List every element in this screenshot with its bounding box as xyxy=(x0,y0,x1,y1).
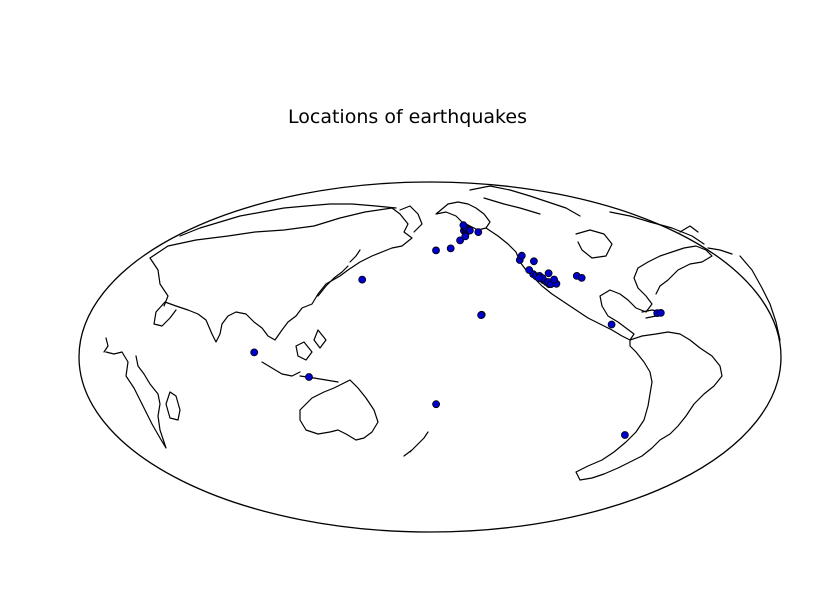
earthquake-marker xyxy=(459,221,468,230)
earthquake-marker xyxy=(432,246,440,255)
map-title: Locations of earthquakes xyxy=(288,106,527,128)
earthquake-markers xyxy=(250,221,665,439)
coastline-australia xyxy=(299,379,379,441)
earthquake-marker xyxy=(474,228,483,237)
coastline-hudson-bay xyxy=(575,229,613,259)
coastline-south-america xyxy=(575,331,723,481)
earthquake-marker xyxy=(535,274,543,283)
coastline-asia xyxy=(149,207,413,343)
earthquake-marker xyxy=(250,348,259,357)
earthquake-marker xyxy=(465,226,474,235)
earthquake-marker xyxy=(577,273,586,282)
earthquake-marker xyxy=(525,266,534,274)
earthquake-marker xyxy=(530,257,538,266)
earthquake-marker xyxy=(550,275,558,284)
coastline-north-america xyxy=(485,227,713,341)
coastlines xyxy=(103,185,781,481)
coastline-southeast-asia xyxy=(261,329,339,383)
earthquake-marker xyxy=(607,320,616,329)
earthquake-marker xyxy=(477,311,486,320)
coastline-spain xyxy=(103,337,109,353)
earthquake-marker xyxy=(621,431,629,439)
earthquake-marker xyxy=(456,236,465,245)
earthquake-marker xyxy=(432,400,441,409)
coastline-new-zealand xyxy=(403,431,429,457)
earthquake-marker xyxy=(446,244,455,253)
coastline-japan xyxy=(317,249,361,297)
coastline-arabia xyxy=(149,257,169,307)
coastline-africa xyxy=(105,351,167,449)
earthquake-marker xyxy=(461,232,470,241)
coastline-kamchatka xyxy=(399,205,423,233)
coastline-madagascar xyxy=(165,391,181,421)
coastline-arctic-islands xyxy=(469,185,581,217)
coastline-alaska xyxy=(435,201,491,231)
coastline-greenland xyxy=(609,211,705,245)
earthquake-marker xyxy=(517,251,526,260)
earthquake-marker xyxy=(358,275,367,284)
earthquake-marker xyxy=(656,308,665,317)
map-boundary xyxy=(78,181,782,533)
coastline-europe-west xyxy=(707,247,781,341)
earthquake-marker xyxy=(544,269,553,278)
coastline-siberia-north xyxy=(179,203,397,237)
earthquake-marker xyxy=(305,373,313,381)
